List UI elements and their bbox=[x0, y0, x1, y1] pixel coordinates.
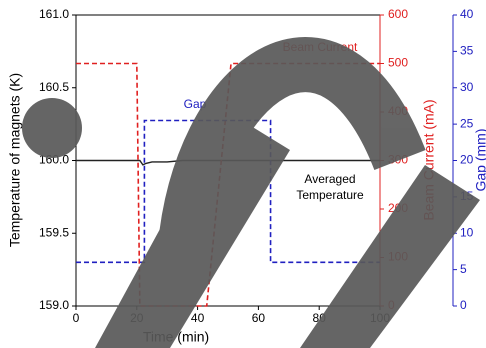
y2-tick-label: 600 bbox=[388, 7, 408, 21]
x-tick-label: 0 bbox=[73, 311, 80, 325]
gap-annotation: Gap bbox=[184, 97, 207, 111]
overlay-circle bbox=[22, 98, 82, 158]
y3-tick-label: 35 bbox=[460, 44, 474, 58]
overlay-bar bbox=[300, 165, 480, 348]
y-tick-label: 160.5 bbox=[39, 80, 69, 94]
y3-tick-label: 30 bbox=[460, 80, 474, 94]
y3-tick-label: 5 bbox=[460, 262, 467, 276]
y2-tick-label: 500 bbox=[388, 56, 408, 70]
y-tick-label: 159.0 bbox=[39, 298, 69, 312]
x-tick-label: 60 bbox=[252, 311, 266, 325]
y-tick-label: 161.0 bbox=[39, 7, 69, 21]
y3-tick-label: 0 bbox=[460, 298, 467, 312]
y3-tick-label: 10 bbox=[460, 225, 474, 239]
overlay-shapes bbox=[22, 37, 480, 348]
x-tick-label: 40 bbox=[191, 311, 205, 325]
y3-axis-label: Gap (mm) bbox=[473, 129, 486, 192]
y3-tick-label: 40 bbox=[460, 7, 474, 21]
temp-annotation: Averaged Temperature bbox=[296, 172, 364, 202]
y-axis-label: Temperature of magnets (K) bbox=[7, 73, 23, 247]
y-tick-label: 159.5 bbox=[39, 225, 69, 239]
overlay-arc bbox=[157, 37, 426, 253]
y3-tick-label: 25 bbox=[460, 116, 474, 130]
y3-tick-label: 20 bbox=[460, 153, 474, 167]
